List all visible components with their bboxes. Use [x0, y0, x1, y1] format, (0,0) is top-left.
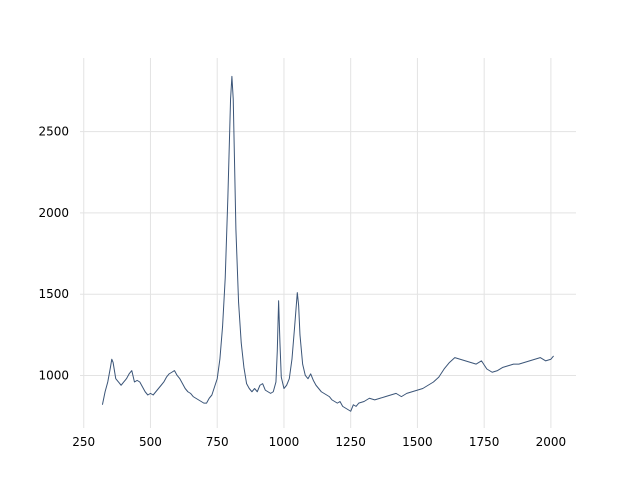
x-tick-label: 250 [72, 435, 95, 449]
x-tick-label: 1250 [335, 435, 366, 449]
x-tick-label: 500 [139, 435, 162, 449]
x-tick-label: 2000 [536, 435, 567, 449]
y-tick-label: 2000 [38, 206, 69, 220]
x-tick-label: 1750 [469, 435, 500, 449]
x-tick-label: 1000 [269, 435, 300, 449]
spectrum-line [101, 75, 554, 412]
x-tick-label: 1500 [402, 435, 433, 449]
y-tick-label: 1000 [38, 368, 69, 382]
x-tick-label: 750 [206, 435, 229, 449]
y-tick-label: 2500 [38, 125, 69, 139]
y-tick-label: 1500 [38, 287, 69, 301]
